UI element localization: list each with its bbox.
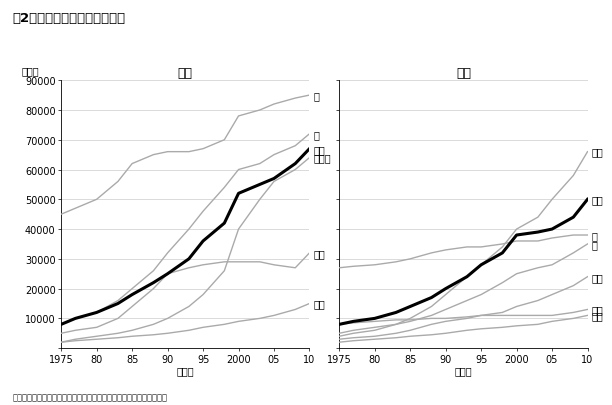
Text: 胃: 胃 (313, 91, 319, 101)
Title: 男性: 男性 (178, 67, 193, 80)
Text: 肺: 肺 (592, 239, 597, 249)
Text: （人）: （人） (21, 66, 39, 76)
Title: 女性: 女性 (456, 67, 471, 80)
Text: 出典：国立研究開発法人国立がん研究センターがん対策情報センター: 出典：国立研究開発法人国立がん研究センターがん対策情報センター (12, 392, 167, 401)
Text: 前立腺: 前立腺 (313, 153, 331, 163)
Text: 図2　部位別がん罹患数の推移: 図2 部位別がん罹患数の推移 (12, 12, 125, 25)
Text: 大腸: 大腸 (592, 195, 603, 205)
X-axis label: （年）: （年） (176, 365, 194, 375)
Text: 膵臓: 膵臓 (592, 311, 603, 321)
Text: 肺: 肺 (313, 130, 319, 139)
Text: 膵臓: 膵臓 (313, 299, 326, 309)
Text: 肝臓: 肝臓 (592, 305, 603, 315)
Text: 乳房: 乳房 (592, 147, 603, 157)
Text: 大腸: 大腸 (313, 144, 326, 154)
Text: 胃: 胃 (592, 230, 597, 241)
Text: 肝臓: 肝臓 (313, 248, 326, 258)
Text: 子宮: 子宮 (592, 272, 603, 282)
X-axis label: （年）: （年） (455, 365, 472, 375)
